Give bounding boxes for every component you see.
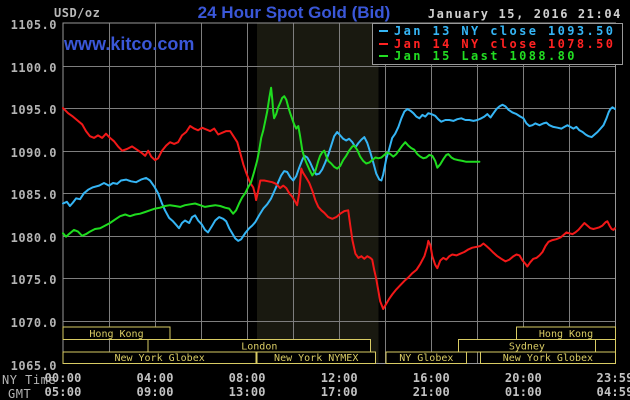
ny-time-label: 04:00 xyxy=(136,371,174,385)
session-label: NY Globex xyxy=(399,353,453,364)
legend-item-jan13: Jan 13 NY close 1093.50 xyxy=(373,25,622,38)
session-box xyxy=(385,351,467,364)
y-axis-label: 1085.0 xyxy=(10,188,57,203)
legend-item-label: Jan 14 NY close 1078.50 xyxy=(394,36,616,51)
session-label: Hong Kong xyxy=(539,329,593,340)
y-axis-label: 1100.0 xyxy=(10,60,57,75)
kitco-watermark: www.kitco.com xyxy=(64,34,195,54)
ny-time-label: 12:00 xyxy=(320,371,358,385)
session-label: London xyxy=(241,342,277,353)
ny-time-label: 23:59 xyxy=(596,371,630,385)
ny-time-label: 20:00 xyxy=(504,371,542,385)
gmt-time-label: 01:00 xyxy=(504,385,542,399)
session-label: New York Globex xyxy=(114,353,204,364)
session-label: New York Globex xyxy=(503,353,593,364)
legend: Jan 13 NY close 1093.50 Jan 14 NY close … xyxy=(372,23,623,65)
gmt-time-label: 05:00 xyxy=(44,385,82,399)
legend-dash-icon xyxy=(379,30,388,33)
y-axis-label: 1090.0 xyxy=(10,145,57,160)
unit-label: USD/oz xyxy=(54,6,101,20)
legend-item-label: Jan 13 NY close 1093.50 xyxy=(394,24,616,39)
session-box xyxy=(62,326,171,340)
legend-dash-icon xyxy=(379,42,388,45)
page-title: 24 Hour Spot Gold (Bid) xyxy=(197,3,391,22)
session-label: Hong Kong xyxy=(89,329,143,340)
legend-item-jan15: Jan 15 Last 1088.80 xyxy=(373,50,622,63)
series-line-jan15 xyxy=(62,86,481,238)
y-axis-label: 1095.0 xyxy=(10,103,57,118)
gmt-time-label: 21:00 xyxy=(412,385,450,399)
session-label: New York NYMEX xyxy=(274,353,358,364)
session-box xyxy=(479,351,616,364)
gmt-time-label: 13:00 xyxy=(228,385,266,399)
session-box xyxy=(595,339,616,353)
legend-dash-icon xyxy=(379,55,388,58)
y-axis-label: 1105.0 xyxy=(10,18,57,32)
session-label: Sydney xyxy=(509,342,545,353)
series-line-jan14 xyxy=(62,107,616,310)
y-axis-label: 1065.0 xyxy=(10,358,57,373)
ny-time-label: 08:00 xyxy=(228,371,266,385)
gmt-time-label: 09:00 xyxy=(136,385,174,399)
legend-item-jan14: Jan 14 NY close 1078.50 xyxy=(373,38,622,51)
y-axis-label: 1075.0 xyxy=(10,273,57,288)
ny-time-caption: NY Time xyxy=(2,373,57,387)
y-axis-label: 1080.0 xyxy=(10,230,57,245)
session-box xyxy=(256,351,376,364)
y-axis-label: 1070.0 xyxy=(10,315,57,330)
legend-item-label: Jan 15 Last 1088.80 xyxy=(394,49,577,64)
session-box xyxy=(62,351,257,364)
gmt-time-label: 04:59 xyxy=(596,385,630,399)
datetime-label: January 15, 2016 21:04 xyxy=(427,7,622,21)
ny-time-label: 00:00 xyxy=(44,371,82,385)
gmt-caption: GMT xyxy=(8,387,32,400)
gmt-time-label: 17:00 xyxy=(320,385,358,399)
ny-time-label: 16:00 xyxy=(412,371,450,385)
